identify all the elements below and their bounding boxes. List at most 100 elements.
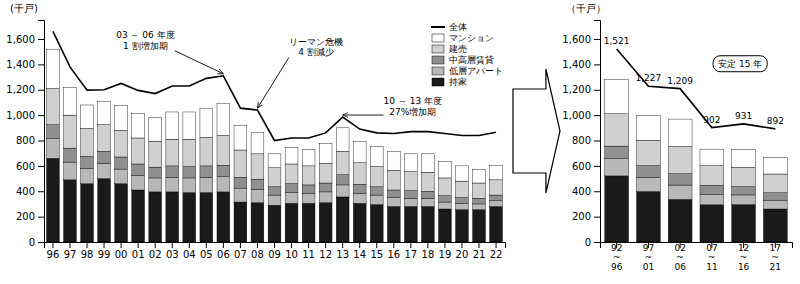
y-tick: 400 — [16, 186, 44, 197]
x-tick: 14 — [353, 242, 366, 260]
legend-entry: マンション — [432, 33, 494, 43]
bar — [251, 154, 264, 179]
bar — [234, 125, 247, 150]
y-tick-mark — [594, 115, 600, 116]
x-axis: 9697989900010203040506070809101112131415… — [45, 242, 506, 260]
transition-arrow — [513, 69, 560, 193]
bar — [353, 163, 366, 185]
total-line — [53, 31, 496, 140]
bar — [166, 139, 179, 166]
x-tick-mark — [393, 242, 394, 248]
legend-entry: 低層アパート — [432, 66, 503, 76]
y-tick-label: 800 — [572, 135, 591, 146]
y-tick: 400 — [572, 186, 600, 197]
x-tick: 99 — [98, 242, 111, 260]
bar — [456, 181, 469, 197]
bar — [732, 167, 756, 186]
y-tick: 600 — [572, 161, 600, 172]
bar — [319, 192, 332, 203]
legend-entry: 建売 — [432, 44, 467, 54]
y-tick: 1,000 — [6, 110, 44, 121]
y-tick: 200 — [572, 211, 600, 222]
bar — [404, 154, 417, 172]
bar — [268, 195, 281, 205]
bar — [490, 165, 503, 180]
x-tick: 01 — [132, 242, 145, 260]
bar — [64, 148, 77, 162]
bar — [439, 202, 452, 209]
annotation-text: 10 ～ 13 年度27%増加期 — [384, 96, 443, 117]
x-tick: 21 — [473, 242, 486, 260]
x-tick-label: 08 — [251, 249, 264, 260]
bar — [234, 177, 247, 188]
y-tick-mark — [594, 242, 600, 243]
legend-label: 建売 — [448, 44, 467, 54]
annotation-box — [713, 56, 767, 72]
y-tick-mark — [594, 64, 600, 65]
chart-panel: 02004006008001,0001,2001,4001,60092~9697… — [562, 3, 792, 272]
x-tick-label: 14 — [353, 249, 366, 260]
y-tick-label: 1,200 — [562, 84, 591, 95]
x-tick: 97 — [64, 242, 77, 260]
bar — [353, 184, 366, 193]
x-tick-label-line: 01 — [643, 262, 654, 272]
annotation-arrow — [343, 115, 384, 116]
bar — [605, 114, 629, 146]
y-axis-line — [38, 21, 45, 243]
bar-series — [605, 146, 787, 200]
legend-label: 全体 — [449, 22, 467, 32]
legend-swatch — [432, 34, 444, 42]
x-tick-mark — [496, 242, 497, 248]
bar — [217, 177, 230, 192]
y-tick-mark — [38, 90, 44, 91]
annotation-text: リーマン危機4 割減少 — [289, 37, 343, 58]
bar — [732, 149, 756, 167]
legend-swatch — [431, 26, 445, 28]
y-axis-line — [594, 21, 601, 243]
bar — [404, 198, 417, 206]
bar — [132, 175, 145, 190]
bar — [115, 157, 128, 169]
bar — [336, 151, 349, 174]
x-tick-label: 98 — [81, 249, 94, 260]
bar — [149, 192, 162, 242]
y-tick-mark — [594, 166, 600, 167]
bar — [81, 128, 94, 156]
bar — [732, 195, 756, 205]
bar — [605, 159, 629, 176]
bar — [200, 166, 213, 177]
y-tick: 600 — [16, 161, 44, 172]
bar — [319, 203, 332, 242]
data-label: 1,209 — [667, 76, 693, 86]
bar — [370, 205, 383, 242]
y-tick: 1,400 — [6, 59, 44, 70]
bar — [421, 191, 434, 198]
annotation-line: 4 割減少 — [298, 47, 334, 57]
x-tick: 07~11 — [706, 242, 717, 272]
y-tick-label: 200 — [572, 211, 591, 222]
x-tick-mark — [479, 242, 480, 248]
y-axis: 02004006008001,0001,2001,4001,600 — [6, 21, 44, 248]
y-tick-mark — [38, 242, 44, 243]
bar — [183, 193, 196, 242]
annotation: 03 ～ 06 年度1 割増加期 — [116, 30, 223, 74]
y-tick-mark — [594, 191, 600, 192]
total-line — [617, 49, 776, 129]
bar — [404, 191, 417, 199]
bar — [439, 161, 452, 177]
x-tick-mark — [189, 242, 190, 248]
marks — [605, 49, 787, 242]
bar — [336, 128, 349, 151]
x-tick-mark — [172, 242, 173, 248]
bar — [149, 141, 162, 167]
x-tick-mark — [291, 242, 292, 248]
chart-panel: 02004006008001,0001,2001,4001,6009697989… — [6, 3, 505, 260]
x-tick: 09 — [268, 242, 281, 260]
y-tick-label: 600 — [16, 161, 35, 172]
x-tick-mark — [410, 242, 411, 248]
y-tick-mark — [38, 166, 44, 167]
annotation-arrow — [175, 51, 224, 74]
bar — [763, 209, 787, 242]
x-tick: 20 — [456, 242, 469, 260]
y-tick: 800 — [572, 135, 600, 146]
